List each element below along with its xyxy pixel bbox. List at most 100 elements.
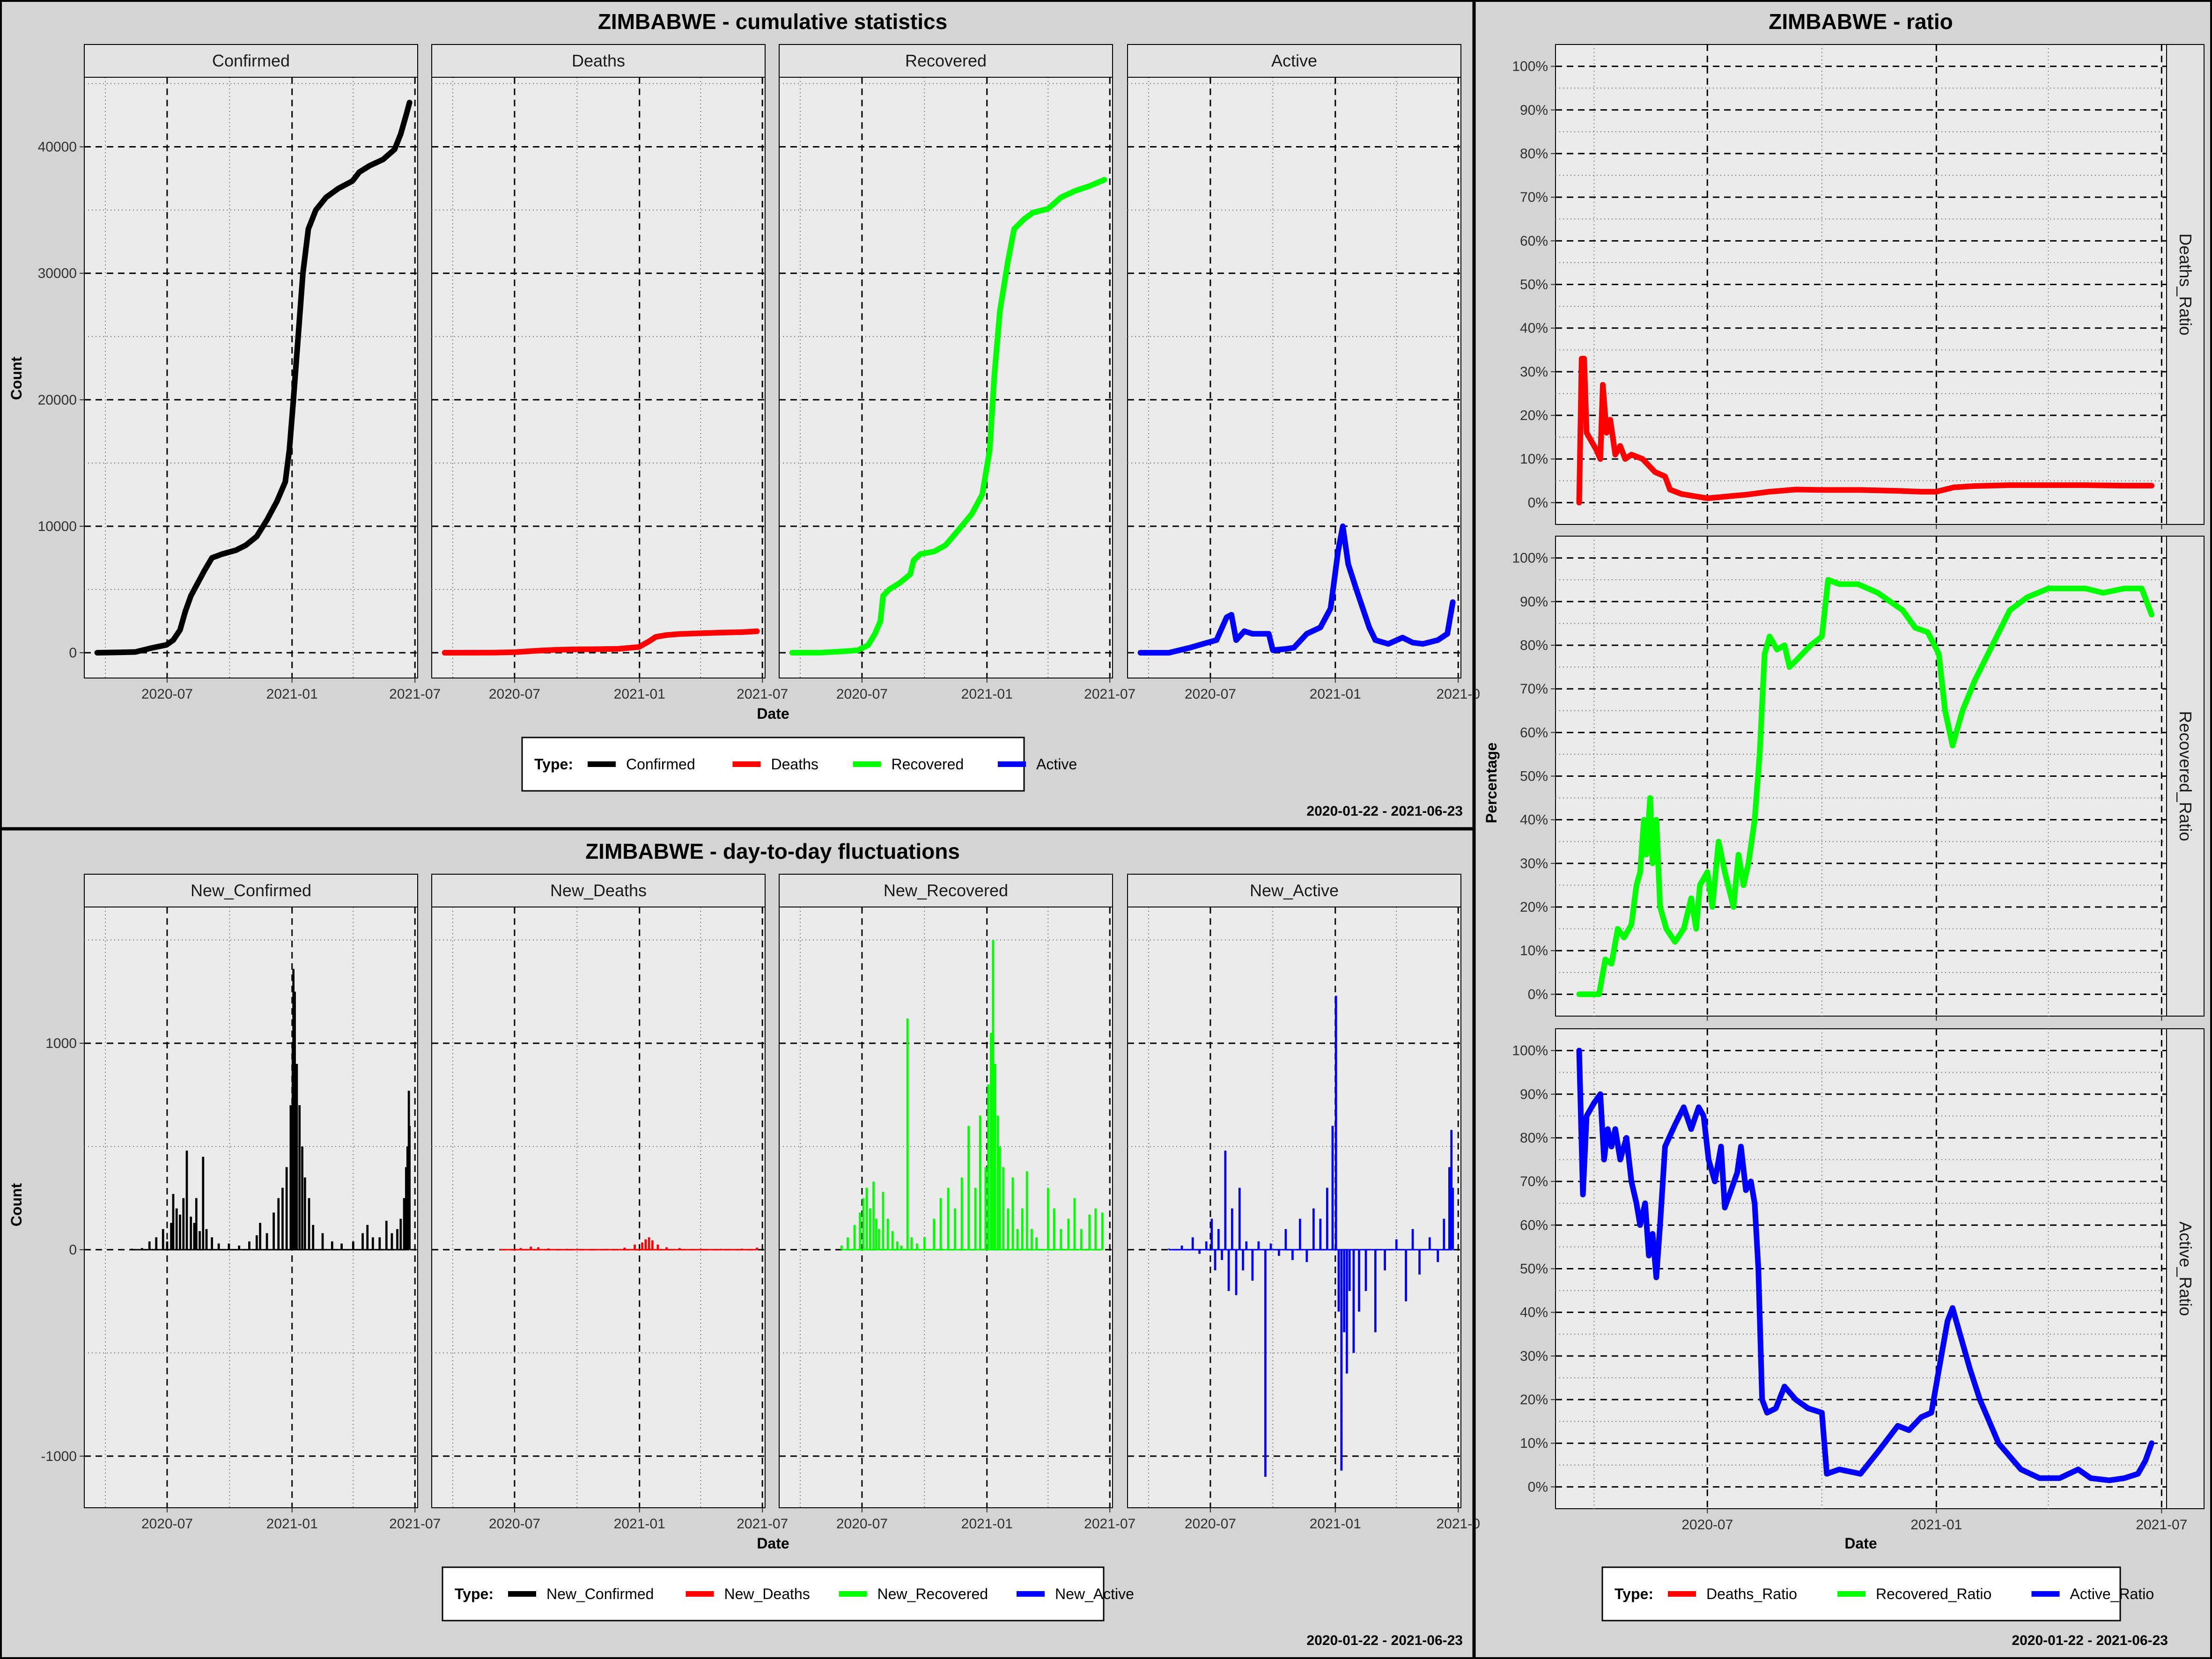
- bar-mark: [865, 1187, 868, 1250]
- y-tick-label: 0%: [1528, 987, 1548, 1002]
- bar-mark: [656, 1244, 659, 1250]
- bar-mark: [195, 1198, 198, 1250]
- y-tick-label: 50%: [1520, 277, 1548, 293]
- bar-mark: [954, 1208, 956, 1250]
- bar-mark: [371, 1237, 374, 1250]
- bar-mark: [1235, 1249, 1238, 1295]
- bar-mark: [155, 1237, 158, 1250]
- y-tick-label: 30%: [1520, 1349, 1548, 1364]
- y-tick-label: 10%: [1520, 1436, 1548, 1451]
- bar-mark: [1180, 1246, 1183, 1250]
- bar-mark: [1335, 995, 1337, 1250]
- y-tick-label: 30000: [38, 266, 77, 281]
- bar-mark: [1319, 1218, 1322, 1250]
- panel-strip: [779, 44, 1113, 78]
- x-tick-label: 2020-07: [836, 1516, 888, 1532]
- panel-strip-label: Recovered: [905, 51, 987, 70]
- bar-mark: [140, 1248, 143, 1250]
- bar-mark: [651, 1240, 654, 1250]
- y-tick-label: 40%: [1520, 812, 1548, 828]
- bar-mark: [193, 1223, 196, 1250]
- bar-mark: [665, 1247, 668, 1250]
- y-tick-label: 1000: [45, 1036, 77, 1051]
- series-line: [442, 628, 760, 656]
- y-tick-label: 40000: [38, 140, 77, 155]
- bar-mark: [1411, 1229, 1414, 1250]
- bar-mark: [1443, 1218, 1445, 1250]
- bar-mark: [891, 1231, 894, 1250]
- y-tick-label: 50%: [1520, 769, 1548, 784]
- bar-mark: [1284, 1229, 1287, 1250]
- bar-mark: [841, 1246, 843, 1250]
- bar-mark: [641, 1242, 643, 1250]
- bar-mark: [1245, 1241, 1248, 1250]
- panel-strip-label: New_Deaths: [550, 881, 647, 900]
- panel-strip: [2166, 44, 2205, 525]
- x-tick-label: 2020-07: [489, 686, 540, 702]
- bar-mark: [1251, 1249, 1254, 1281]
- bar-mark: [1305, 1249, 1308, 1262]
- bar-mark: [623, 1247, 626, 1250]
- cumulative-xlabel: Date: [757, 705, 789, 722]
- bar-mark: [910, 1237, 913, 1250]
- bar-mark: [1242, 1249, 1244, 1270]
- bar-mark: [1002, 1167, 1004, 1250]
- x-tick-label: 2021-01: [266, 1516, 318, 1532]
- panel-strip-label: Deaths: [572, 51, 625, 70]
- y-tick-label: 90%: [1520, 594, 1548, 610]
- legend-label: Deaths_Ratio: [1706, 1585, 1797, 1602]
- bar-mark: [1340, 1249, 1343, 1471]
- bar-mark: [238, 1246, 240, 1250]
- y-tick-label: 20%: [1520, 1392, 1548, 1408]
- y-tick-label: 90%: [1520, 1087, 1548, 1102]
- bar-mark: [648, 1237, 650, 1250]
- bar-mark: [217, 1243, 220, 1250]
- bar-mark: [1428, 1237, 1431, 1250]
- y-tick-label: 60%: [1520, 1217, 1548, 1233]
- y-tick-label: 0%: [1528, 495, 1548, 510]
- ratio-legend: Type: Deaths_Ratio Recovered_Ratio Active_R…: [1601, 1566, 2154, 1622]
- bar-mark: [406, 1146, 409, 1250]
- x-tick-label: 2021-01: [614, 686, 665, 702]
- legend-title: Type:: [534, 756, 573, 773]
- bar-mark: [678, 1248, 681, 1250]
- bar-mark: [872, 1181, 875, 1250]
- bar-mark: [366, 1224, 369, 1250]
- bar-mark: [301, 1146, 303, 1250]
- bar-mark: [939, 1198, 942, 1250]
- bar-mark: [1227, 1249, 1230, 1291]
- bar-mark: [1450, 1130, 1453, 1250]
- y-tick-label: 60%: [1520, 233, 1548, 249]
- x-tick-label: 2021-01: [961, 1516, 1013, 1532]
- bar-mark: [900, 1246, 903, 1250]
- bar-mark: [378, 1237, 381, 1250]
- x-tick-label: 2021-01: [961, 686, 1013, 702]
- bar-mark: [1198, 1249, 1201, 1254]
- y-tick-label: 10%: [1520, 943, 1548, 959]
- legend-box: [442, 1566, 1105, 1622]
- bar-mark: [289, 1105, 292, 1250]
- y-tick-label: 40%: [1520, 1305, 1548, 1320]
- bar-mark: [869, 1208, 871, 1250]
- bar-mark: [1168, 1248, 1170, 1250]
- panel-strip-label: Confirmed: [212, 51, 290, 70]
- legend-label: Active_Ratio: [2070, 1585, 2154, 1602]
- bar-mark: [1073, 1198, 1076, 1250]
- y-tick-label: 60%: [1520, 725, 1548, 740]
- x-tick-label: 2021-01: [1910, 1517, 1962, 1533]
- panel-strip: [2166, 1028, 2205, 1509]
- legend-label: Confirmed: [626, 756, 695, 773]
- y-tick-label: 40%: [1520, 321, 1548, 336]
- bar-mark: [385, 1221, 388, 1250]
- bar-mark: [862, 1198, 865, 1250]
- bar-mark: [298, 1105, 301, 1250]
- cumulative-title: ZIMBABWE - cumulative statistics: [598, 9, 947, 34]
- x-tick-label: 2021-01: [1310, 686, 1361, 702]
- bar-mark: [179, 1214, 181, 1250]
- bar-mark: [1346, 1249, 1348, 1374]
- bar-mark: [277, 1198, 280, 1250]
- x-tick-label: 2021-07: [737, 686, 788, 702]
- bar-mark: [1448, 1167, 1451, 1250]
